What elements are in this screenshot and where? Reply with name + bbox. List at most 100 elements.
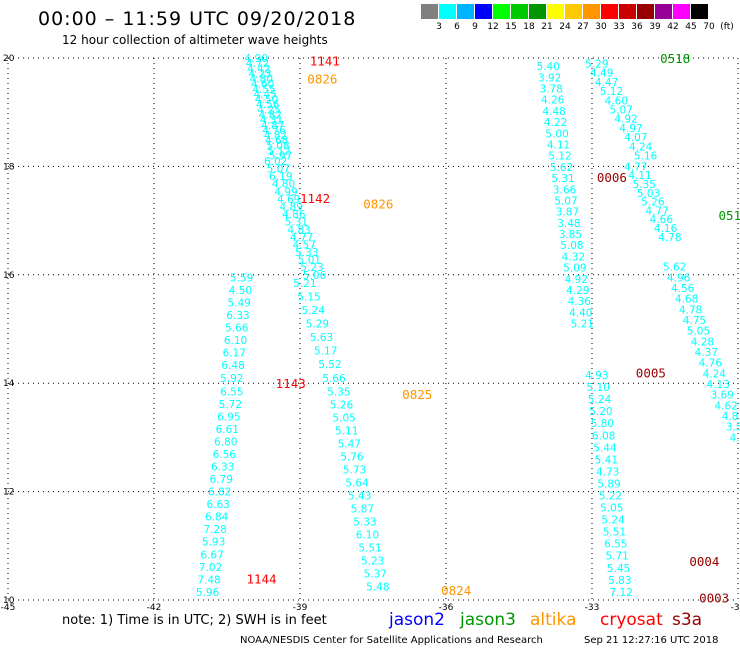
wave-height-value: 3.85: [559, 229, 582, 241]
satellite-legend-altika: altika: [530, 610, 577, 630]
scale-label: 30: [595, 22, 607, 32]
scale-label: 36: [631, 22, 643, 32]
wave-height-value: 3.66: [553, 184, 577, 196]
wave-height-value: 5.09: [563, 263, 586, 275]
wave-height-value: 5.62: [550, 162, 573, 174]
pass-time-label: 0003: [699, 590, 729, 605]
scale-swatch: [565, 4, 582, 19]
wave-height-value: 6.95: [217, 411, 240, 423]
wave-height-value: 5.64: [345, 477, 369, 489]
axis-labels: -45 -42 -39 -36 -33 -30 10 12 14 16 18 20: [1, 54, 740, 613]
scale-swatch: [691, 4, 708, 19]
y-tick-label: 14: [3, 379, 15, 389]
wave-height-value: 5.66: [322, 373, 346, 385]
wave-height-value: 4.56: [671, 283, 695, 295]
wave-height-value: 4.90: [245, 53, 268, 65]
wave-height-value: 5.15: [297, 291, 320, 303]
pass-time-label: 0826: [363, 196, 393, 211]
wave-height-value: 6.33: [226, 310, 249, 322]
wave-height-value: 4.89: [280, 202, 303, 214]
x-tick-label: -36: [439, 603, 454, 613]
wave-height-value: 4.99: [274, 186, 297, 198]
wave-height-value: 5.93: [202, 537, 225, 549]
wave-height-value: 5.08: [560, 240, 583, 252]
wave-height-value: 5.43: [348, 490, 371, 502]
satellite-legend-jason2: jason2: [389, 610, 445, 630]
pass-time-label: 0004: [689, 554, 719, 569]
legend-note: note: 1) Time is in UTC; 2) SWH is in fe…: [62, 613, 327, 628]
wave-height-value: 4.45: [253, 89, 276, 101]
scale-label: 12: [487, 22, 499, 32]
wave-height-value: 4.77: [290, 232, 313, 244]
wave-height-value: 5.11: [335, 425, 358, 437]
pass-time-label: 1143: [276, 376, 306, 391]
wave-height-value: 5.12: [548, 151, 571, 163]
scale-label: 18: [523, 22, 535, 32]
wave-height-value: 6.33: [211, 462, 234, 474]
wave-height-value: 5.73: [343, 464, 366, 476]
wave-height-value: 4.76: [699, 358, 723, 370]
wave-height-value: 4.56: [256, 99, 280, 111]
wave-height-value: 4.68: [675, 294, 698, 306]
wave-height-value: 6.84: [205, 512, 229, 524]
scale-label: 27: [577, 22, 589, 32]
wave-height-value: 5.08: [266, 140, 289, 152]
wave-height-value: 5.76: [340, 451, 364, 463]
wave-height-value: 4.78: [679, 304, 702, 316]
chart-subtitle: 12 hour collection of altimeter wave hei…: [62, 33, 328, 47]
wave-height-value: 4.80: [250, 74, 273, 86]
wave-height-value: 6.61: [216, 424, 239, 436]
wave-height-value: 5.71: [605, 551, 628, 563]
wave-height-value: 4.0: [730, 432, 740, 444]
wave-height-value: 5.40: [537, 61, 560, 73]
wave-height-value: 5.47: [338, 438, 361, 450]
wave-height-value: 5.23: [361, 555, 384, 567]
scale-swatch: [439, 4, 456, 19]
wave-height-value: 5.22: [599, 491, 622, 503]
wave-height-value: 4.50: [255, 94, 278, 106]
wave-height-value: 5.87: [351, 503, 374, 515]
wave-height-value: 5.12: [268, 145, 291, 157]
wave-height-value: 5.48: [366, 581, 389, 593]
timestamp-footer: Sep 21 12:27:16 UTC 2018: [584, 635, 719, 646]
wave-height-value: 5.97: [269, 151, 292, 163]
scale-swatch: [457, 4, 474, 19]
wave-height-value: 5.01: [298, 255, 321, 267]
wave-height-value: 5.24: [601, 515, 625, 527]
scale-swatch: [511, 4, 528, 19]
wave-height-value: 5.51: [358, 542, 381, 554]
wave-height-value: 4.47: [595, 77, 618, 89]
wave-height-value: 5.89: [597, 478, 620, 490]
wave-height-value: 4.37: [695, 347, 718, 359]
wave-height-value: 4.62: [714, 400, 737, 412]
x-tick-label: -45: [1, 603, 16, 613]
pass-time-label: 0825: [402, 387, 432, 402]
wave-height-value: 6.79: [210, 474, 233, 486]
wave-height-value: 5.24: [302, 305, 326, 317]
wave-height-value: 5.05: [687, 326, 710, 338]
satellite-legend-jason3: jason3: [460, 610, 516, 630]
scale-label: 21: [541, 22, 553, 32]
wave-height-value: 5.05: [332, 412, 355, 424]
wave-height-value: 5.31: [285, 217, 308, 229]
wave-height-value: 5.33: [353, 516, 376, 528]
wave-height-value: 7.02: [199, 562, 222, 574]
wave-height-value: 6.10: [356, 529, 379, 541]
wave-height-value: 4.11: [547, 139, 570, 151]
wave-height-value: 6.48: [221, 360, 244, 372]
wave-height-value: 4.66: [650, 214, 674, 226]
scale-label: (ft): [720, 22, 734, 32]
wave-height-value: 3.48: [557, 218, 580, 230]
wave-height-value: 6.10: [224, 335, 247, 347]
wave-height-value: 5.03: [637, 188, 660, 200]
wave-height-value: 5.00: [545, 128, 568, 140]
wave-height-value: 5.10: [587, 382, 610, 394]
wave-height-value: 4.60: [605, 95, 628, 107]
scale-swatch: [421, 4, 438, 19]
wave-height-value: 5.35: [633, 179, 656, 191]
scale-label: 45: [685, 22, 697, 32]
wave-height-value: 4.78: [658, 232, 681, 244]
wave-height-value: 6.67: [200, 549, 223, 561]
wave-height-value: 6.55: [604, 539, 627, 551]
